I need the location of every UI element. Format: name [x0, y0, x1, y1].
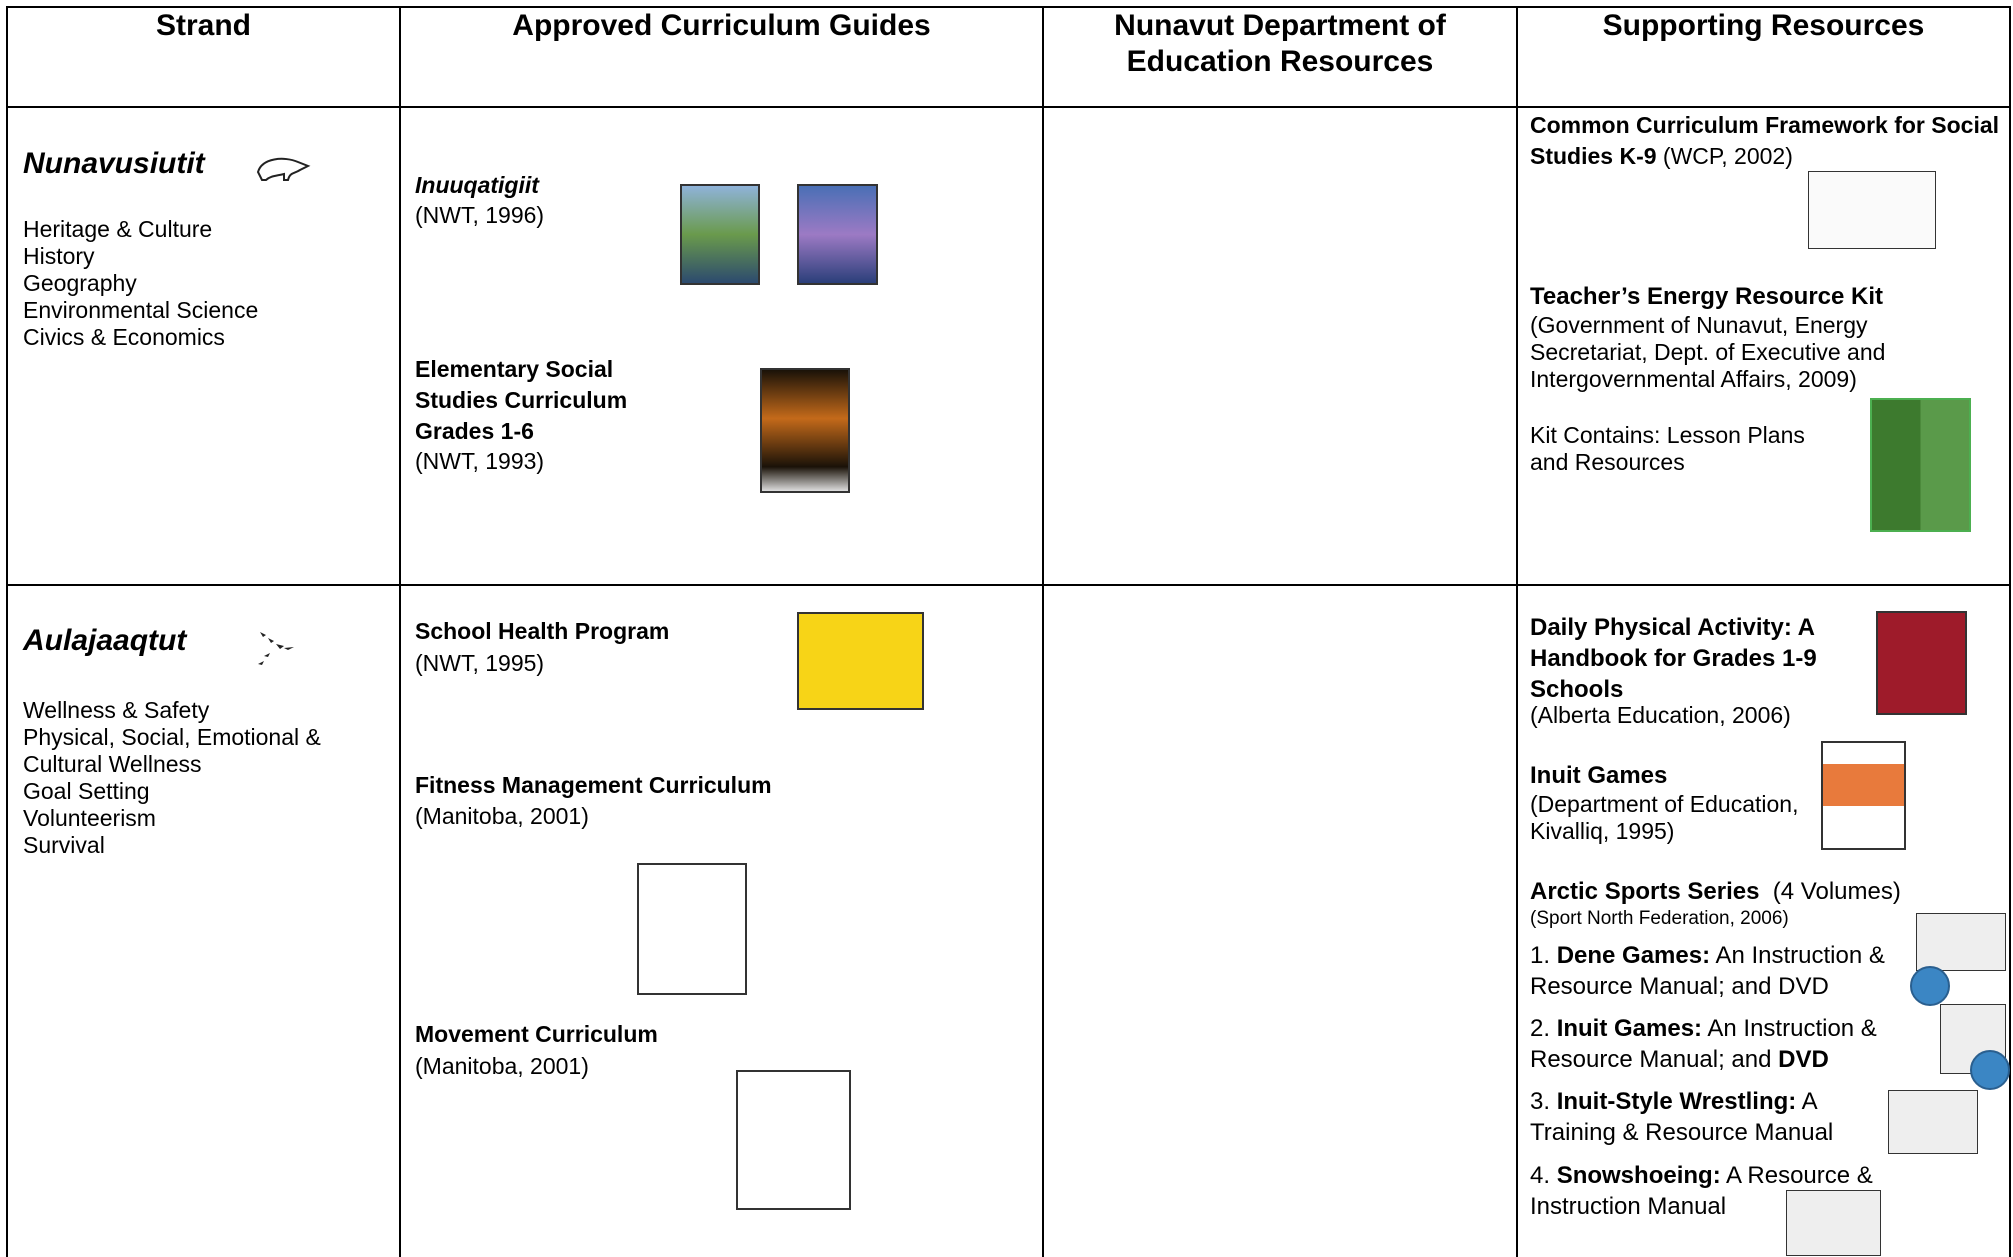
topic: Physical, Social, Emotional & Cultural W…: [23, 724, 321, 777]
volume-text: A Training & Resource Manual: [1530, 1088, 1834, 1146]
dvd: [1910, 966, 1950, 1006]
rule: [2009, 6, 2011, 1257]
guide-source: (Manitoba, 2001): [415, 1053, 589, 1079]
header: Strand: [155, 9, 251, 42]
strand-name: Nunavusiutit: [23, 147, 205, 180]
resource-title: Common Curriculum Framework for Social S…: [1530, 112, 2000, 169]
geese-icon: [258, 632, 294, 665]
volume-number: 1.: [1530, 942, 1551, 969]
guide-title: Elementary Social Studies Curriculum Gra…: [415, 356, 628, 444]
cover: [680, 184, 760, 285]
topic: Volunteerism: [23, 805, 156, 831]
guide-source: (NWT, 1996): [415, 202, 545, 228]
resource: Common Curriculum Framework for Social S…: [1530, 110, 2005, 172]
volume: 4. Snowshoeing: A Resource & Instruction…: [1530, 1160, 1920, 1222]
volume-title: Inuit-Style Wrestling:: [1556, 1088, 1797, 1115]
cover: [736, 1070, 851, 1210]
cover: [797, 612, 924, 710]
cover: [1916, 913, 2006, 971]
resource-title: Daily Physical Activity: A Handbook for …: [1530, 614, 1817, 703]
rule: [6, 106, 2009, 108]
volume: 3. Inuit-Style Wrestling: A Training & R…: [1530, 1086, 1880, 1148]
resource-source: (WCP, 2002): [1662, 143, 1793, 169]
header: Supporting Resources: [1602, 9, 1925, 42]
volume-number: 3.: [1530, 1088, 1551, 1115]
topic: Environmental Science: [23, 297, 259, 323]
volume: 1. Dene Games: An Instruction & Resource…: [1530, 940, 1900, 1002]
guide-source: (NWT, 1993): [415, 448, 545, 474]
header: Approved Curriculum Guides: [512, 9, 931, 42]
rule: [6, 6, 2009, 8]
topic-list: Wellness & Safety Physical, Social, Emoti…: [23, 697, 353, 859]
guide-title: Fitness Management Curriculum: [415, 772, 772, 798]
cover: [1870, 398, 1971, 532]
volume-number: 2.: [1530, 1015, 1551, 1042]
topic: Survival: [23, 832, 105, 858]
header: Nunavut Department of Education Resource…: [1114, 9, 1446, 78]
cover: [1876, 611, 1967, 715]
topic: Wellness & Safety: [23, 697, 210, 723]
resource-note: Kit Contains: Lesson Plans and Resources: [1530, 422, 1805, 475]
cover: [1786, 1190, 1881, 1256]
rule: [6, 6, 8, 1257]
volume-title: Dene Games:: [1556, 942, 1711, 969]
guide-title: Inuuqatigiit: [415, 172, 539, 198]
resource-source: (Government of Nunavut, Energy Secretari…: [1530, 312, 1886, 392]
guide-source: (Manitoba, 2001): [415, 803, 589, 829]
cover: [760, 368, 850, 493]
resource-title: Teacher’s Energy Resource Kit: [1530, 283, 1884, 310]
rule: [6, 584, 2009, 586]
resource-source: (Department of Education, Kivalliq, 1995…: [1530, 791, 1799, 844]
rule: [1042, 6, 1044, 1257]
topic: Civics & Economics: [23, 324, 225, 350]
topic-list: Heritage & Culture History Geography Enviro…: [23, 216, 383, 351]
volume-text: An Instruction & Resource Manual; and: [1530, 1015, 1877, 1073]
volume-text: A Resource & Instruction Manual: [1530, 1162, 1873, 1220]
volume-title: Snowshoeing:: [1556, 1162, 1721, 1189]
guide-title: Movement Curriculum: [415, 1021, 658, 1047]
rule: [1516, 6, 1518, 1257]
cover: [1808, 171, 1936, 249]
guide-source: (NWT, 1995): [415, 650, 545, 676]
cover: [1821, 741, 1906, 850]
volume: 2. Inuit Games: An Instruction & Resourc…: [1530, 1013, 1900, 1075]
rule: [399, 6, 401, 1257]
cover: [637, 863, 747, 995]
guide-title: School Health Program: [415, 618, 670, 644]
volume-emphasis: DVD: [1778, 1046, 1829, 1073]
topic: Heritage & Culture: [23, 216, 213, 242]
topic: History: [23, 243, 95, 269]
volume-number: 4.: [1530, 1162, 1551, 1189]
volume-text: An Instruction & Resource Manual; and DV…: [1530, 942, 1885, 1000]
cover: [1888, 1090, 1978, 1154]
resource-title: Inuit Games: [1530, 762, 1668, 789]
resource-source: (Sport North Federation, 2006): [1530, 908, 1789, 929]
bear-icon: [256, 157, 311, 181]
resource-title: Arctic Sports Series: [1530, 878, 1760, 905]
volume-title: Inuit Games:: [1556, 1015, 1703, 1042]
topic: Geography: [23, 270, 137, 296]
resource-source: (Alberta Education, 2006): [1530, 702, 1791, 728]
resource-count: (4 Volumes): [1772, 878, 1901, 905]
dvd: [1970, 1050, 2010, 1090]
topic: Goal Setting: [23, 778, 150, 804]
cover: [797, 184, 878, 285]
strand-name: Aulajaaqtut: [23, 624, 187, 657]
resource: Arctic Sports Series (4 Volumes): [1530, 878, 1901, 905]
